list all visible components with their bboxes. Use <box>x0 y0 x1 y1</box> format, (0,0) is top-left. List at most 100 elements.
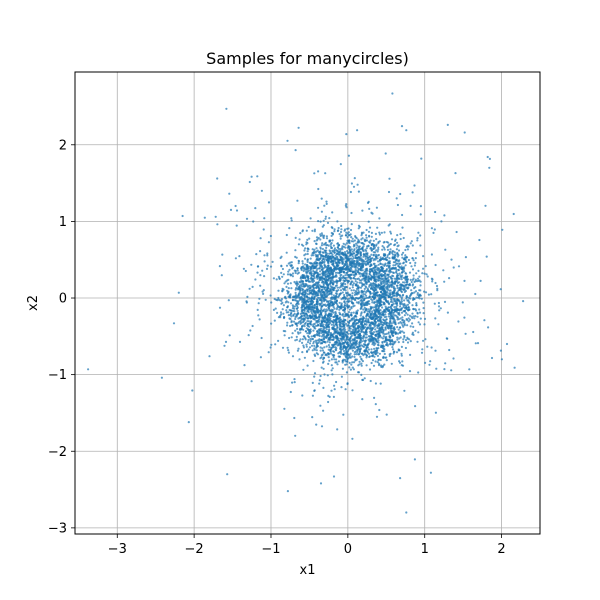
data-point <box>248 287 251 290</box>
data-point <box>298 284 301 287</box>
data-point <box>333 296 336 299</box>
data-point <box>348 326 351 329</box>
data-point <box>394 309 397 312</box>
data-point <box>314 309 317 312</box>
data-point <box>344 234 347 237</box>
data-point <box>357 252 360 255</box>
data-point <box>327 348 330 351</box>
data-point <box>340 303 343 306</box>
data-point <box>372 339 375 342</box>
data-point <box>261 269 264 272</box>
data-point <box>422 255 425 258</box>
data-point <box>443 280 446 283</box>
data-point <box>417 269 420 272</box>
data-point <box>280 313 283 316</box>
data-point <box>235 224 238 227</box>
data-point <box>323 292 326 295</box>
data-point <box>355 311 358 315</box>
data-point <box>310 323 313 326</box>
data-point <box>400 345 403 348</box>
data-point <box>249 329 252 332</box>
data-point <box>389 313 392 316</box>
data-point <box>353 334 356 337</box>
data-point <box>341 361 344 364</box>
data-point <box>315 324 318 327</box>
data-point <box>229 208 233 211</box>
data-point <box>396 252 399 255</box>
data-point <box>424 361 427 364</box>
data-point <box>389 340 392 343</box>
data-point <box>346 256 349 259</box>
data-point <box>378 240 381 243</box>
data-point <box>306 242 309 245</box>
data-point <box>360 364 363 367</box>
data-point <box>317 289 320 293</box>
data-point <box>245 217 249 220</box>
data-point <box>344 328 347 331</box>
data-point <box>342 349 346 353</box>
x-tick-label: −1 <box>261 542 280 557</box>
data-point <box>369 291 372 294</box>
data-point <box>346 303 349 306</box>
data-point <box>305 303 309 306</box>
data-point <box>282 312 285 315</box>
data-point <box>267 351 270 354</box>
data-point <box>266 254 269 257</box>
data-point <box>287 278 290 281</box>
data-point <box>363 238 366 241</box>
data-point <box>362 339 366 342</box>
data-point <box>293 305 296 308</box>
data-point <box>344 363 347 366</box>
data-point <box>311 381 314 384</box>
data-point <box>350 223 353 226</box>
data-point <box>313 353 316 356</box>
data-point <box>333 315 336 318</box>
data-point <box>359 286 363 289</box>
data-point <box>370 268 373 271</box>
data-point <box>388 285 391 288</box>
data-point <box>366 262 369 265</box>
data-point <box>338 258 341 262</box>
data-point <box>321 338 324 341</box>
data-point <box>310 302 314 305</box>
data-point <box>316 353 320 356</box>
data-point <box>348 269 352 272</box>
data-point <box>450 369 453 372</box>
data-point <box>383 231 386 234</box>
data-point <box>397 244 400 247</box>
data-point <box>336 264 339 267</box>
data-point <box>289 302 293 305</box>
data-point <box>407 258 410 262</box>
data-point <box>312 359 315 363</box>
data-point <box>391 274 394 277</box>
data-point <box>292 314 295 317</box>
data-point <box>386 245 389 249</box>
data-point <box>364 282 367 285</box>
data-point <box>332 343 335 346</box>
data-point <box>355 342 358 345</box>
data-point <box>341 309 345 312</box>
data-point <box>393 319 396 322</box>
data-point <box>347 329 351 332</box>
data-point <box>490 356 494 360</box>
data-point <box>346 267 349 270</box>
data-point <box>361 398 364 401</box>
x-tick-label: −2 <box>185 542 204 557</box>
data-point <box>361 340 364 343</box>
data-point <box>291 272 295 275</box>
data-point <box>296 304 299 308</box>
data-point <box>265 267 269 270</box>
data-point <box>316 310 320 313</box>
data-point <box>354 280 357 283</box>
data-point <box>385 280 388 283</box>
data-point <box>323 340 326 343</box>
data-point <box>320 266 323 269</box>
x-tick-label: 1 <box>421 542 429 557</box>
data-point <box>345 356 348 359</box>
data-point <box>300 314 303 318</box>
data-point <box>389 327 392 330</box>
data-point <box>337 280 340 283</box>
data-point <box>375 238 378 241</box>
data-point <box>483 319 486 322</box>
data-point <box>372 316 375 319</box>
